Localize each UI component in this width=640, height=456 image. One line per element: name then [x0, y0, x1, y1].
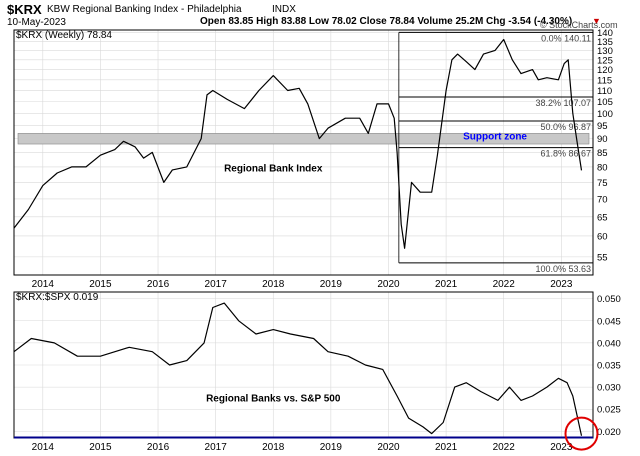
watermark: © StockCharts.com	[540, 20, 618, 30]
ratio-panel-grid	[14, 292, 593, 438]
price-panel-frame	[13, 29, 594, 276]
price-y-tick-label: 95	[597, 121, 608, 132]
ratio-x-tick-label: 2022	[493, 442, 516, 453]
price-y-tick-label: 90	[597, 134, 608, 145]
ratio-x-tick-label: 2019	[320, 442, 343, 453]
support-zone-label: Support zone	[463, 132, 527, 143]
price-x-tick-label: 2023	[550, 279, 573, 290]
price-annotation: Regional Bank Index	[224, 163, 323, 174]
ratio-x-tick-label: 2021	[435, 442, 458, 453]
ratio-annotation: Regional Banks vs. S&P 500	[206, 393, 341, 404]
ratio-x-tick-label: 2018	[262, 442, 285, 453]
price-y-tick-label: 130	[597, 46, 613, 57]
price-y-tick-label: 75	[597, 178, 608, 189]
price-x-tick-label: 2015	[89, 279, 112, 290]
price-y-tick-label: 115	[597, 75, 612, 86]
price-x-tick-label: 2019	[320, 279, 343, 290]
fibonacci-retracement: 0.0% 140.11 38.2% 107.07 50.0% 96.87 61.8% …	[398, 31, 593, 274]
ratio-y-tick-label: 0.045	[597, 316, 621, 327]
price-y-tick-label: 100	[597, 109, 613, 120]
price-y-tick-label: 110	[597, 86, 612, 97]
ratio-legend: $KRX:$SPX 0.019	[16, 292, 99, 303]
price-x-tick-label: 2020	[377, 279, 400, 290]
highlight-circle	[564, 416, 599, 451]
ratio-x-tick-label: 2014	[32, 442, 55, 453]
price-panel-y-axis: 5560657075808590951001051101151201251301…	[597, 28, 613, 263]
price-panel-x-axis: 2014 2015 2016 2017 2018 2019 2020 2021 2022 2023	[32, 279, 573, 290]
ratio-x-tick-label: 2020	[377, 442, 400, 453]
price-y-tick-label: 55	[597, 252, 608, 263]
ratio-y-tick-label: 0.030	[597, 383, 621, 394]
price-x-tick-label: 2017	[205, 279, 228, 290]
header-date: 10-May-2023	[7, 17, 66, 28]
price-x-tick-label: 2021	[435, 279, 458, 290]
price-x-tick-label: 2022	[493, 279, 516, 290]
fib-level-label: 0.0% 140.11	[541, 33, 591, 43]
price-x-tick-label: 2018	[262, 279, 285, 290]
ratio-x-tick-label: 2023	[550, 442, 573, 453]
header-index-name: KBW Regional Banking Index - Philadelphi…	[47, 4, 242, 15]
ratio-x-tick-label: 2016	[147, 442, 170, 453]
ratio-panel-x-axis: 2014 2015 2016 2017 2018 2019 2020 2021 2022 2023	[32, 442, 573, 453]
price-panel-grid	[14, 30, 593, 275]
ratio-y-tick-label: 0.025	[597, 405, 621, 416]
price-y-tick-label: 120	[597, 65, 613, 76]
header-exchange: INDX	[272, 4, 296, 15]
ratio-y-tick-label: 0.050	[597, 294, 621, 305]
price-y-tick-label: 60	[597, 231, 608, 242]
fib-level-label: 38.2% 107.07	[535, 98, 591, 108]
ratio-series-line	[13, 302, 583, 436]
fib-level-label: 61.8% 86.67	[540, 149, 591, 159]
fib-level-label: 100.0% 53.63	[535, 264, 591, 274]
price-x-tick-label: 2016	[147, 279, 170, 290]
ratio-y-tick-label: 0.035	[597, 361, 621, 372]
price-y-tick-label: 85	[597, 148, 608, 159]
price-y-tick-label: 80	[597, 162, 608, 173]
fib-level-label: 50.0% 96.87	[540, 122, 591, 132]
price-y-tick-label: 105	[597, 97, 613, 108]
ratio-panel-y-axis: 0.020 0.025 0.030 0.035 0.040 0.045 0.050	[597, 294, 621, 438]
support-zone-band	[17, 133, 590, 145]
price-y-tick-label: 70	[597, 194, 608, 205]
header-ohlc: Open 83.85 High 83.88 Low 78.02 Close 78…	[200, 16, 573, 27]
price-legend: $KRX (Weekly) 78.84	[16, 30, 112, 41]
price-y-tick-label: 125	[597, 55, 613, 66]
header-symbol: $KRX	[7, 2, 42, 17]
ratio-x-tick-label: 2015	[89, 442, 112, 453]
price-y-tick-label: 140	[597, 28, 613, 39]
ratio-y-tick-label: 0.040	[597, 338, 621, 349]
price-y-tick-label: 135	[597, 37, 613, 48]
ratio-x-tick-label: 2017	[205, 442, 228, 453]
price-series-line	[13, 38, 583, 249]
price-y-tick-label: 65	[597, 212, 608, 223]
ratio-y-tick-label: 0.020	[597, 427, 621, 438]
change-down-icon: ▼	[592, 16, 601, 26]
price-x-tick-label: 2014	[32, 279, 55, 290]
